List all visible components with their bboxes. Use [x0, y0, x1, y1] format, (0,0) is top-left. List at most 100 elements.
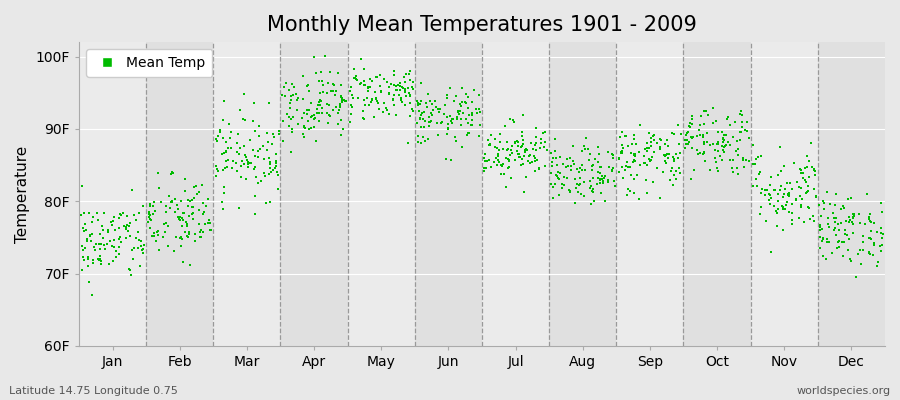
Point: [837, 205, 851, 211]
Point: [380, 106, 394, 113]
Point: [637, 152, 652, 159]
Point: [278, 93, 293, 100]
Point: [799, 164, 814, 170]
Point: [548, 136, 562, 142]
Point: [162, 192, 176, 199]
Point: [422, 114, 436, 120]
Point: [402, 68, 417, 74]
Point: [533, 145, 547, 151]
Point: [559, 164, 573, 171]
Point: [185, 210, 200, 216]
Point: [195, 182, 210, 188]
Point: [780, 191, 795, 198]
Point: [198, 221, 212, 227]
Point: [428, 98, 442, 104]
Point: [483, 141, 498, 147]
Point: [168, 234, 183, 240]
Point: [333, 104, 347, 110]
Point: [389, 83, 403, 89]
Point: [315, 81, 329, 88]
Point: [320, 90, 334, 96]
Point: [595, 176, 609, 182]
Point: [685, 115, 699, 122]
Point: [418, 117, 432, 124]
Point: [832, 238, 846, 244]
Point: [181, 234, 195, 240]
Point: [794, 185, 808, 191]
Point: [331, 70, 346, 76]
Point: [345, 92, 359, 98]
Point: [397, 74, 411, 80]
Point: [176, 258, 191, 265]
Point: [614, 150, 628, 156]
Point: [508, 156, 523, 163]
Point: [364, 96, 379, 103]
Point: [561, 163, 575, 169]
Point: [607, 178, 621, 184]
Point: [289, 91, 303, 98]
Point: [864, 219, 878, 226]
Point: [284, 92, 299, 99]
Point: [487, 159, 501, 165]
Point: [646, 149, 661, 156]
Point: [758, 192, 772, 198]
Point: [286, 92, 301, 98]
Point: [402, 113, 417, 120]
Point: [238, 117, 252, 123]
Point: [422, 118, 436, 125]
Point: [874, 248, 888, 254]
Point: [180, 203, 194, 209]
Point: [410, 120, 424, 126]
Bar: [616, 42, 683, 346]
Point: [572, 164, 587, 171]
Point: [193, 234, 207, 240]
Point: [501, 158, 516, 164]
Point: [619, 159, 634, 166]
Point: [96, 227, 111, 233]
Point: [364, 99, 378, 105]
Point: [716, 146, 731, 153]
Point: [419, 104, 434, 111]
Point: [80, 236, 94, 242]
Point: [875, 235, 889, 242]
Point: [532, 166, 546, 172]
Y-axis label: Temperature: Temperature: [15, 146, 30, 243]
Point: [336, 126, 350, 132]
Point: [776, 194, 790, 200]
Point: [686, 134, 700, 140]
Point: [334, 131, 348, 138]
Bar: [549, 42, 616, 346]
Point: [164, 198, 178, 205]
Point: [497, 171, 511, 177]
Point: [535, 140, 549, 146]
Point: [459, 90, 473, 97]
Point: [414, 98, 428, 104]
Point: [425, 112, 439, 118]
Point: [402, 77, 417, 83]
Point: [135, 250, 149, 256]
Point: [174, 242, 188, 249]
Point: [845, 219, 859, 225]
Point: [713, 153, 727, 159]
Point: [593, 176, 608, 183]
Point: [309, 138, 323, 144]
Point: [182, 231, 196, 237]
Point: [628, 151, 643, 158]
Point: [789, 197, 804, 203]
Point: [329, 88, 344, 94]
Point: [301, 82, 315, 88]
Point: [801, 204, 815, 210]
Point: [252, 132, 266, 139]
Point: [359, 95, 374, 101]
Point: [832, 227, 847, 234]
Point: [188, 231, 202, 238]
Point: [770, 210, 784, 216]
Point: [494, 162, 508, 168]
Point: [537, 128, 552, 135]
Point: [726, 169, 741, 176]
Point: [201, 196, 215, 202]
Point: [427, 107, 441, 114]
Point: [640, 190, 654, 196]
Point: [91, 256, 105, 262]
Point: [625, 141, 639, 147]
